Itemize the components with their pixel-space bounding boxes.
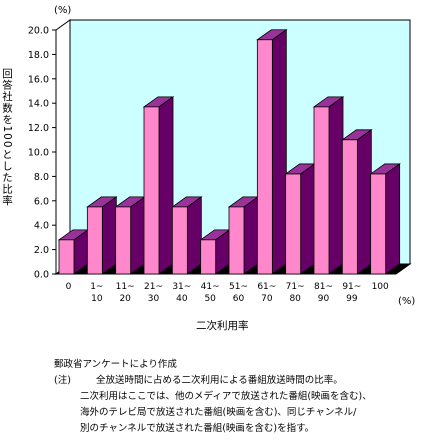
y-tick-label: 2.0: [34, 245, 49, 256]
bar-side: [328, 96, 344, 275]
x-tick-label: 51~: [229, 282, 248, 292]
x-tick-label: 31~: [172, 282, 191, 292]
y-tick-label: 16.0: [28, 74, 49, 85]
bar: [142, 96, 175, 275]
note-label: (注): [54, 375, 71, 386]
bar-front: [341, 139, 358, 275]
x-tick-label: 91~: [342, 282, 361, 292]
bar-front: [143, 106, 160, 275]
bar: [256, 28, 288, 275]
bar-side: [101, 196, 117, 275]
x-tick-label: 1~: [90, 282, 103, 292]
bar-side: [356, 129, 372, 275]
x-axis-unit: (%): [398, 296, 416, 307]
bar-front: [115, 206, 132, 275]
note-line-1: 全放送時間に占める二次利用による番組放送時間の比率。: [96, 375, 343, 386]
bar-front: [171, 206, 188, 275]
bar-side: [130, 196, 146, 275]
bar-front: [285, 173, 302, 275]
y-tick-label: 20.0: [28, 26, 49, 37]
y-tick-label: 4.0: [34, 221, 49, 232]
x-tick-label: 60: [233, 294, 245, 304]
bar-chart: 0.02.04.06.08.010.012.014.016.018.020.0 …: [28, 19, 412, 304]
note-line-3: 海外のテレビ局で放送された番組(映画を含む)、同じチャンネル/: [80, 407, 357, 418]
y-axis-label: 回答社数を100とした比率: [1, 68, 13, 207]
x-tick-label: 30: [148, 294, 160, 304]
x-tick-label: 71~: [286, 282, 305, 292]
bar-front: [58, 239, 75, 275]
x-tick-label: 99: [346, 294, 358, 304]
bars: [57, 28, 401, 275]
bar-side: [271, 28, 287, 275]
x-tick-label: 80: [289, 294, 301, 304]
y-tick-label: 18.0: [28, 50, 49, 61]
bar: [114, 196, 146, 275]
bar-side: [243, 196, 259, 275]
y-tick-label: 12.0: [28, 123, 49, 134]
bar: [284, 163, 316, 275]
bar-front: [313, 106, 330, 275]
x-tick-label: 40: [176, 294, 188, 304]
bar: [171, 196, 203, 275]
y-tick-label: 10.0: [28, 148, 49, 159]
bar-side: [300, 163, 316, 275]
x-tick-label: 61~: [257, 282, 276, 292]
y-tick-label: 0.0: [34, 270, 49, 281]
bar-front: [370, 173, 387, 275]
bar-front: [256, 39, 273, 275]
bar: [312, 96, 345, 275]
x-tick-label: 11~: [116, 282, 135, 292]
x-tick-label: 41~: [201, 282, 220, 292]
bar-front: [200, 239, 217, 275]
x-tick-label: 50: [204, 294, 216, 304]
bar: [86, 196, 118, 275]
x-axis-label: 二次利用率: [196, 320, 249, 332]
bar-front: [228, 206, 245, 275]
bar: [227, 196, 260, 275]
bar: [199, 229, 231, 275]
y-tick-label: 8.0: [34, 172, 49, 183]
bar: [369, 163, 401, 275]
x-tick-label: 10: [91, 294, 103, 304]
bar-side: [186, 196, 202, 275]
x-tick-label: 20: [119, 294, 131, 304]
bar: [341, 129, 373, 275]
x-tick-label: 70: [261, 294, 273, 304]
y-tick-label: 6.0: [34, 196, 49, 207]
y-axis: 0.0 2.0 4.0 6.0 8.0 10.0 12.0 14.0 16.0 18.0 20.0: [28, 26, 56, 281]
x-tick-label: 0: [66, 282, 72, 292]
note-line-4: 別のチャンネルで放送された番組(映画を含む)を指す。: [80, 423, 315, 434]
y-tick-label: 14.0: [28, 99, 49, 110]
source-note: 郵政省アンケートにより作成: [54, 359, 177, 370]
x-tick-label: 21~: [144, 282, 163, 292]
x-tick-label: 81~: [314, 282, 333, 292]
bar-side: [158, 96, 174, 275]
x-tick-label: 100: [372, 282, 389, 292]
note-line-2: 二次利用はここでは、他のメディアで放送された番組(映画を含む)、: [80, 391, 372, 402]
bar-front: [86, 206, 103, 275]
x-axis: 0 1~ 10 11~ 20 21~ 30 31~ 40 41~ 50 51~ 60 61~ 70 71~ 80…: [66, 282, 389, 304]
x-tick-label: 90: [318, 294, 330, 304]
bar-side: [385, 163, 401, 275]
y-axis-unit: (%): [54, 5, 72, 16]
bar: [57, 229, 90, 275]
